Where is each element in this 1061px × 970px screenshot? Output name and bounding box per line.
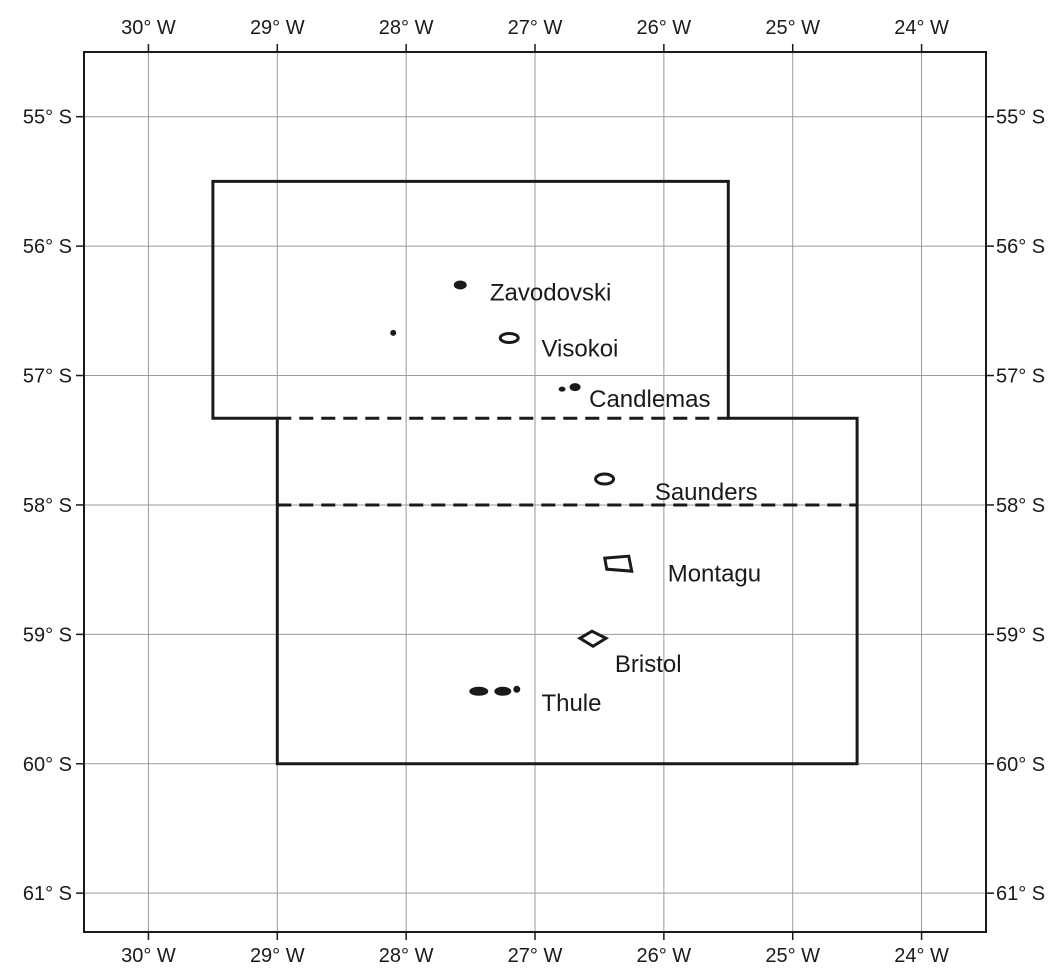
- island-group: Visokoi: [498, 332, 618, 362]
- lon-label-bottom: 25° W: [765, 945, 820, 967]
- island-label: Montagu: [668, 561, 761, 588]
- lon-label-bottom: 29° W: [250, 945, 305, 967]
- island-candlemas: [569, 383, 581, 392]
- lon-label-top: 29° W: [250, 17, 305, 39]
- lat-label-right: 57° S: [996, 366, 1045, 388]
- island-group: [390, 329, 397, 336]
- island-douglas-strait-rock: [513, 685, 521, 693]
- island-thule: [469, 686, 489, 696]
- lat-label-left: 58° S: [23, 495, 72, 517]
- lat-label-left: 55° S: [23, 107, 72, 129]
- lat-label-left: 59° S: [23, 624, 72, 646]
- lon-label-top: 26° W: [637, 17, 692, 39]
- graticule: [76, 44, 994, 940]
- island-group: Candlemas: [558, 383, 711, 413]
- zone-boundary: [211, 179, 859, 766]
- island-label: Zavodovski: [490, 280, 611, 307]
- lat-label-left: 61° S: [23, 883, 72, 905]
- island-group: Bristol: [577, 629, 682, 678]
- coordinate-labels: 30° W 30° W 29° W 29° W 28° W 28° W 27° W 27° W…: [23, 17, 1045, 967]
- lon-label-top: 30° W: [121, 17, 176, 39]
- island-group: Montagu: [602, 554, 761, 588]
- island-label: Bristol: [615, 651, 682, 678]
- lat-label-right: 61° S: [996, 883, 1045, 905]
- island-group: Zavodovski: [453, 280, 611, 307]
- island-label: Saunders: [655, 479, 758, 506]
- lat-label-right: 58° S: [996, 495, 1045, 517]
- island-zavodovski: [453, 280, 467, 290]
- island-visokoi: [498, 332, 520, 344]
- lon-label-top: 25° W: [765, 17, 820, 39]
- lon-label-bottom: 24° W: [894, 945, 949, 967]
- lat-label-left: 60° S: [23, 754, 72, 776]
- lon-label-top: 27° W: [508, 17, 563, 39]
- map-frame: [83, 51, 987, 933]
- island-vindication: [558, 386, 566, 392]
- islands: Zavodovski Visokoi Candlemas Saunders Montag…: [390, 280, 761, 717]
- lon-label-bottom: 26° W: [637, 945, 692, 967]
- island-group: Saunders: [594, 472, 758, 506]
- island-montagu: [602, 554, 634, 573]
- lat-label-left: 57° S: [23, 366, 72, 388]
- island-label: Thule: [541, 690, 601, 717]
- lat-label-right: 60° S: [996, 754, 1045, 776]
- island-saunders: [594, 472, 616, 486]
- island-label: Visokoi: [541, 335, 618, 362]
- lat-label-right: 59° S: [996, 624, 1045, 646]
- island-group: Thule: [469, 685, 601, 717]
- lat-label-right: 56° S: [996, 236, 1045, 258]
- lat-label-left: 56° S: [23, 236, 72, 258]
- lon-label-bottom: 30° W: [121, 945, 176, 967]
- island-label: Candlemas: [589, 386, 710, 413]
- management-zones: [211, 179, 859, 766]
- lon-label-bottom: 28° W: [379, 945, 434, 967]
- island-leskov: [390, 329, 397, 336]
- lat-label-right: 55° S: [996, 107, 1045, 129]
- island-cook: [494, 686, 512, 696]
- lon-label-bottom: 27° W: [508, 945, 563, 967]
- lon-label-top: 24° W: [894, 17, 949, 39]
- island-bristol: [577, 629, 610, 648]
- lon-label-top: 28° W: [379, 17, 434, 39]
